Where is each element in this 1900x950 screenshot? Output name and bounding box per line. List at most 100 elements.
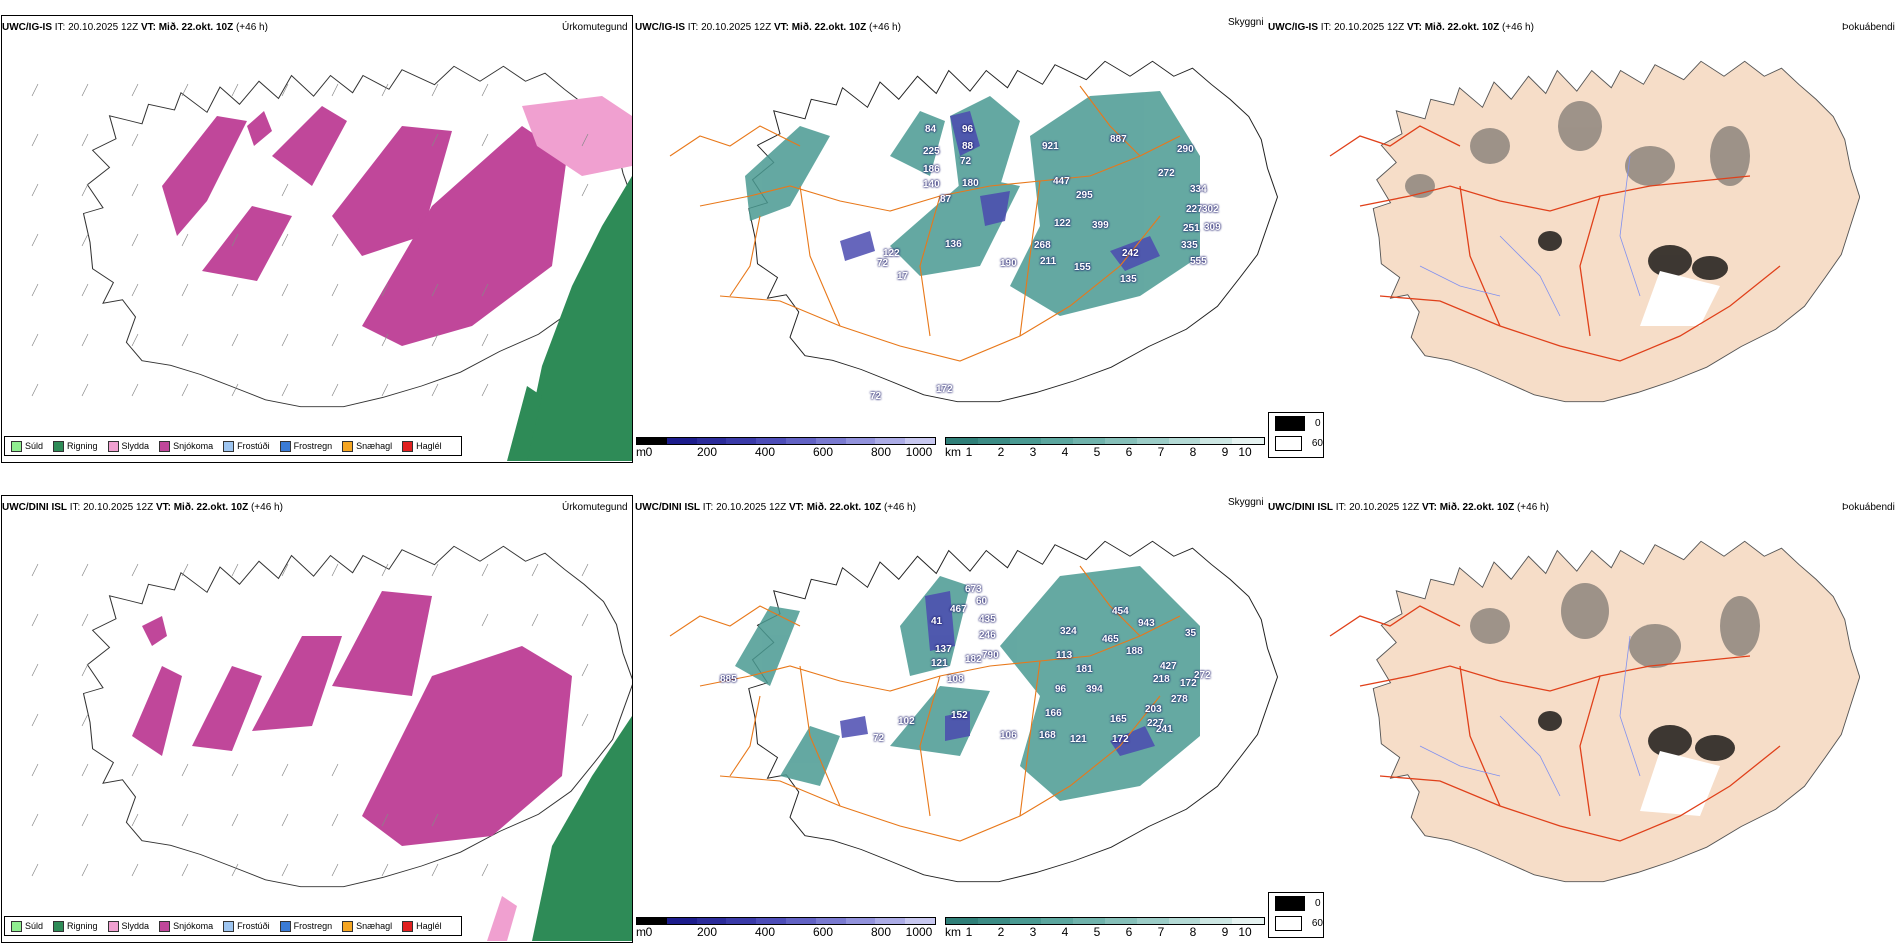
- ceiling-value-label: 186: [923, 164, 940, 175]
- legend-label: Súld: [25, 441, 44, 451]
- colorbar-tick: 600: [812, 925, 834, 939]
- ceiling-value-label: 887: [1110, 134, 1127, 145]
- ceiling-value-label: 272: [1158, 168, 1175, 179]
- ceiling-labels: 84 96 225 88 72 186 140 180 87 921 887 290 272 447 295…: [640, 36, 1280, 436]
- ceiling-value-label: 324: [1060, 626, 1077, 637]
- legend-label: Snjókoma: [173, 441, 214, 451]
- colorbar-tick: 5: [1093, 925, 1101, 939]
- ceiling-value-label: 88: [962, 141, 974, 152]
- colorbar-km-ticks: km 1 2 3 4 5 6 7 8 9 10: [945, 925, 1265, 939]
- legend-label: Súld: [25, 921, 44, 931]
- cloud-legend-label: 60: [1311, 917, 1323, 929]
- ceiling-value-label: 295: [1076, 190, 1093, 201]
- ceiling-value-label: 60: [976, 596, 988, 607]
- ceiling-value-label: 465: [1102, 634, 1119, 645]
- ceiling-value-label: 790: [982, 650, 999, 661]
- legend-label: Frostúði: [237, 441, 270, 451]
- ceiling-value-label: 96: [1055, 684, 1067, 695]
- legend-item: Súld: [11, 440, 44, 452]
- ceiling-value-label: 122: [1054, 218, 1071, 229]
- panel-header: UWC/DINI ISL IT: 20.10.2025 12Z VT: Mið.…: [2, 502, 283, 513]
- colorbar-km-bar: [945, 437, 1265, 445]
- ceiling-value-label: 268: [1034, 240, 1051, 251]
- ceiling-value-label: 181: [1076, 664, 1093, 675]
- legend-label: Snjókoma: [173, 921, 214, 931]
- legend-item: Rigning: [53, 920, 98, 932]
- legend-item: Frostúði: [223, 440, 270, 452]
- colorbar-tick: 10: [1238, 925, 1252, 939]
- ceiling-value-label: 278: [1171, 694, 1188, 705]
- colorbar-tick: 200: [696, 925, 718, 939]
- precip-panel-frame: [1, 15, 633, 463]
- legend-label: Frostregn: [293, 441, 333, 451]
- cloud-legend: 0 60: [1268, 412, 1324, 458]
- ceiling-value-label: 166: [1045, 708, 1062, 719]
- colorbar-km-unit: km: [945, 925, 961, 939]
- ceiling-value-label: 108: [947, 674, 964, 685]
- colorbar-tick: 200: [696, 445, 718, 459]
- ceiling-value-label: 121: [1070, 734, 1087, 745]
- fog-title: Þokuábendi: [1842, 22, 1895, 33]
- ceiling-value-label: 399: [1092, 220, 1109, 231]
- cloud-legend-row: 60: [1269, 913, 1323, 933]
- ceiling-value-label: 251: [1183, 223, 1200, 234]
- legend-item: Frostregn: [279, 920, 333, 932]
- ceiling-value-label: 96: [962, 124, 974, 135]
- colorbar-km-unit: km: [945, 445, 961, 459]
- legend-label: Haglél: [416, 441, 442, 451]
- ceiling-value-label: 211: [1040, 256, 1057, 267]
- legend-label: Haglél: [416, 921, 442, 931]
- legend-label: Frostúði: [237, 921, 270, 931]
- colorbar-tick: 0: [645, 445, 653, 459]
- header-model: UWC/DINI ISL: [635, 502, 700, 513]
- precip-legend: Súld Rigning Slydda Snjókoma Frostúði Fr…: [4, 436, 462, 456]
- colorbar-tick: 8: [1189, 925, 1197, 939]
- legend-item: Snæhagl: [342, 920, 392, 932]
- ceiling-value-label: 84: [925, 124, 937, 135]
- ceiling-value-label: 102: [898, 716, 915, 727]
- ceiling-value-label: 454: [1112, 606, 1129, 617]
- cloud-legend-row: 0: [1269, 893, 1323, 913]
- legend-label: Slydda: [121, 441, 150, 451]
- header-init-time: IT: 20.10.2025 12Z: [1333, 502, 1422, 513]
- ceiling-title: Skyggni: [1228, 17, 1264, 28]
- ceiling-value-label: 172: [1112, 734, 1129, 745]
- colorbar-tick: 2: [997, 925, 1005, 939]
- legend-item: Haglél: [402, 920, 442, 932]
- ceiling-value-label: 172: [1180, 678, 1197, 689]
- colorbar-tick: 8: [1189, 445, 1197, 459]
- precip-legend: Súld Rigning Slydda Snjókoma Frostúði Fr…: [4, 916, 462, 936]
- colorbar-km: km 1 2 3 4 5 6 7 8 9 10: [945, 917, 1265, 939]
- legend-label: Rigning: [67, 441, 98, 451]
- ceiling-value-label: 72: [870, 391, 882, 402]
- legend-item: Snæhagl: [342, 440, 392, 452]
- ceiling-value-label: 72: [873, 733, 885, 744]
- colorbar-tick: 3: [1029, 925, 1037, 939]
- ceiling-value-label: 225: [923, 146, 940, 157]
- colorbar-tick: 400: [754, 925, 776, 939]
- ceiling-title: Skyggni: [1228, 497, 1264, 508]
- ceiling-value-label: 140: [923, 179, 940, 190]
- ceiling-value-label: 334: [1190, 184, 1207, 195]
- ceiling-value-label: 218: [1153, 674, 1170, 685]
- colorbar-tick: 4: [1061, 445, 1069, 459]
- ceiling-value-label: 302: [1202, 204, 1219, 215]
- ceiling-value-label: 168: [1039, 730, 1056, 741]
- cloud-legend-label: 0: [1315, 417, 1321, 429]
- header-model: UWC/IG-IS: [635, 22, 685, 33]
- ceiling-value-label: 427: [1160, 661, 1177, 672]
- legend-item: Snjókoma: [159, 440, 214, 452]
- colorbar-tick: 9: [1221, 445, 1229, 459]
- ceiling-value-label: 137: [935, 644, 952, 655]
- legend-label: Frostregn: [293, 921, 333, 931]
- legend-item: Frostúði: [223, 920, 270, 932]
- ceiling-value-label: 246: [979, 630, 996, 641]
- header-model: UWC/IG-IS: [2, 22, 52, 33]
- header-model: UWC/DINI ISL: [2, 502, 67, 513]
- colorbar-tick: 0: [645, 925, 653, 939]
- ceiling-value-label: 335: [1181, 240, 1198, 251]
- header-lead-time: (+46 h): [233, 22, 268, 33]
- colorbar-m-ticks: m 0 200 400 600 800 1000: [636, 925, 936, 939]
- colorbar-tick: 3: [1029, 445, 1037, 459]
- colorbar-tick: 6: [1125, 445, 1133, 459]
